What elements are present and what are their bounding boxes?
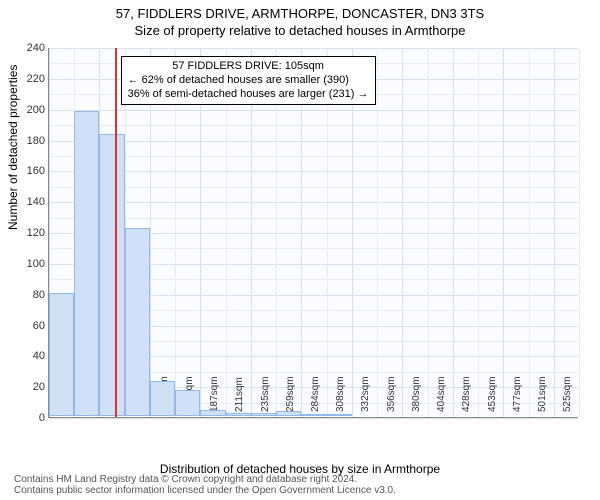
x-tick-label: 356sqm [386, 376, 397, 412]
x-tick-label: 284sqm [310, 376, 321, 412]
gridline-v [453, 48, 454, 417]
x-tick-label: 235sqm [260, 376, 271, 412]
y-tick-label: 200 [15, 104, 45, 116]
chart-plot-area: 02040608010012014016018020022024042sqm66… [48, 48, 578, 418]
x-tick-label: 404sqm [436, 376, 447, 412]
histogram-bar [276, 411, 301, 416]
x-tick-label: 259sqm [285, 376, 296, 412]
histogram-bar [200, 410, 225, 416]
gridline-h [49, 171, 578, 172]
gridline-h [49, 218, 578, 219]
x-tick-label: 477sqm [512, 376, 523, 412]
histogram-bar [175, 390, 200, 416]
attribution-line1: Contains HM Land Registry data © Crown c… [14, 474, 396, 485]
gridline-h [49, 187, 578, 188]
y-tick-label: 140 [15, 196, 45, 208]
gridline-v [579, 48, 580, 417]
histogram-bar [251, 413, 276, 416]
gridline-v [503, 48, 504, 417]
y-tick-label: 20 [15, 381, 45, 393]
annotation-line1: 57 FIDDLERS DRIVE: 105sqm [128, 60, 369, 74]
histogram-bar [226, 413, 251, 416]
y-tick-label: 240 [15, 42, 45, 54]
x-tick-label: 308sqm [335, 376, 346, 412]
y-tick-label: 40 [15, 350, 45, 362]
y-tick-label: 60 [15, 320, 45, 332]
x-tick-label: 332sqm [360, 376, 371, 412]
y-tick-label: 220 [15, 73, 45, 85]
histogram-bar [327, 414, 352, 416]
histogram-bar [49, 293, 74, 416]
attribution-block: Contains HM Land Registry data © Crown c… [14, 474, 396, 496]
gridline-v [478, 48, 479, 417]
histogram-bar [99, 134, 124, 416]
y-tick-label: 180 [15, 135, 45, 147]
histogram-bar [74, 111, 99, 416]
y-tick-label: 0 [15, 412, 45, 424]
x-tick-label: 525sqm [562, 376, 573, 412]
gridline-h [49, 418, 578, 419]
x-tick-label: 428sqm [461, 376, 472, 412]
gridline-v [402, 48, 403, 417]
gridline-v [554, 48, 555, 417]
y-tick-label: 100 [15, 258, 45, 270]
gridline-v [529, 48, 530, 417]
plot-wrap: 02040608010012014016018020022024042sqm66… [48, 48, 578, 418]
gridline-h [49, 156, 578, 157]
annotation-line2: ← 62% of detached houses are smaller (39… [128, 74, 369, 88]
gridline-h [49, 141, 578, 142]
gridline-h [49, 125, 578, 126]
x-tick-label: 453sqm [487, 376, 498, 412]
y-tick-label: 80 [15, 289, 45, 301]
gridline-h [49, 202, 578, 203]
y-tick-label: 160 [15, 165, 45, 177]
histogram-bar [301, 414, 326, 416]
histogram-bar [150, 381, 175, 416]
reference-line [115, 48, 117, 417]
gridline-h [49, 110, 578, 111]
x-tick-label: 211sqm [234, 377, 245, 412]
gridline-v [377, 48, 378, 417]
histogram-bar [125, 228, 150, 416]
annotation-line3: 36% of semi-detached houses are larger (… [128, 88, 369, 102]
x-tick-label: 380sqm [411, 376, 422, 412]
y-tick-label: 120 [15, 227, 45, 239]
page-title-line1: 57, FIDDLERS DRIVE, ARMTHORPE, DONCASTER… [0, 0, 600, 21]
gridline-v [428, 48, 429, 417]
annotation-box: 57 FIDDLERS DRIVE: 105sqm← 62% of detach… [121, 56, 376, 105]
page-title-line2: Size of property relative to detached ho… [0, 21, 600, 38]
gridline-h [49, 48, 578, 49]
x-tick-label: 501sqm [537, 376, 548, 412]
x-tick-label: 187sqm [209, 376, 220, 412]
attribution-line2: Contains public sector information licen… [14, 485, 396, 496]
